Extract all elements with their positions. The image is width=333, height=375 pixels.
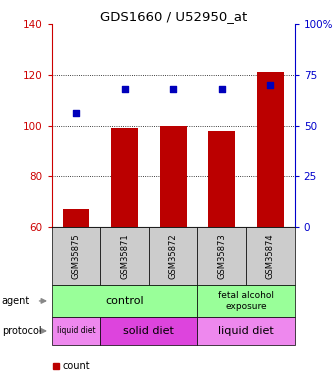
Text: solid diet: solid diet (124, 326, 174, 336)
Point (219, 86, 224, 92)
Point (122, 86, 127, 92)
Text: liquid diet: liquid diet (57, 326, 95, 335)
Text: GSM35872: GSM35872 (168, 233, 178, 279)
Text: GSM35874: GSM35874 (266, 233, 275, 279)
Bar (63, 209, 89, 227)
Point (170, 86, 176, 92)
Bar (160, 126, 186, 227)
Bar (257, 72, 284, 227)
Text: GSM35875: GSM35875 (71, 233, 81, 279)
Text: GSM35871: GSM35871 (120, 233, 129, 279)
Point (268, 82, 273, 88)
Point (73, 111, 79, 117)
Bar (111, 128, 138, 227)
Text: agent: agent (2, 296, 30, 306)
Title: GDS1660 / U52950_at: GDS1660 / U52950_at (100, 10, 247, 23)
Text: GSM35873: GSM35873 (217, 233, 226, 279)
Text: control: control (105, 296, 144, 306)
Text: protocol: protocol (2, 326, 41, 336)
Text: liquid diet: liquid diet (218, 326, 274, 336)
Bar (208, 131, 235, 227)
Text: fetal alcohol
exposure: fetal alcohol exposure (218, 291, 274, 310)
Text: count: count (63, 361, 90, 370)
